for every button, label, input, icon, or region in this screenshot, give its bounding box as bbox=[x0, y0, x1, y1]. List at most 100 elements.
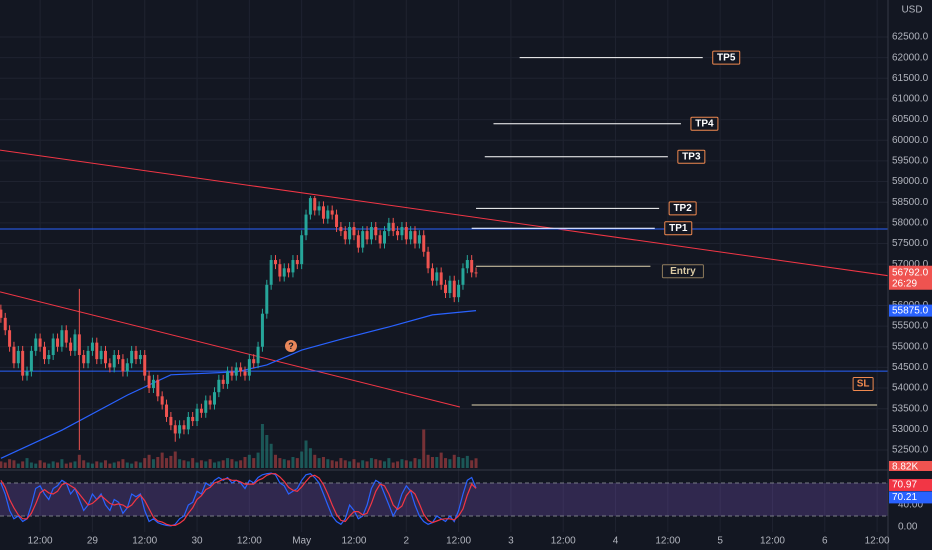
candle-body bbox=[34, 338, 38, 351]
volume-bar bbox=[95, 461, 99, 468]
volume-bar bbox=[103, 460, 107, 468]
volume-bar bbox=[138, 462, 142, 468]
candle-body bbox=[165, 404, 169, 417]
x-tick-label: 12:00 bbox=[237, 536, 262, 547]
volume-bar bbox=[73, 461, 77, 468]
level-label-box bbox=[852, 376, 874, 391]
candle-body bbox=[404, 226, 408, 240]
volume-bar bbox=[435, 457, 439, 468]
candle-body bbox=[308, 198, 312, 215]
currency: USD bbox=[901, 5, 922, 16]
volume-bar bbox=[226, 458, 230, 468]
volume-bar bbox=[25, 458, 29, 468]
candle-body bbox=[186, 416, 190, 430]
x-tick-label: 12:00 bbox=[551, 536, 576, 547]
volume-bar bbox=[361, 460, 365, 468]
volume-bar bbox=[191, 458, 195, 468]
candle-body bbox=[417, 235, 421, 244]
candle-body bbox=[239, 367, 243, 372]
candle-body bbox=[12, 346, 16, 364]
level-label-box bbox=[677, 149, 706, 164]
volume-bar bbox=[417, 459, 421, 468]
candle-body bbox=[208, 400, 212, 405]
volume-bar bbox=[82, 460, 86, 468]
volume-bar bbox=[160, 452, 164, 468]
candle-body bbox=[86, 350, 90, 364]
volume-bar bbox=[21, 461, 25, 468]
candle-body bbox=[295, 260, 299, 265]
candle-body bbox=[439, 272, 443, 285]
volume-bar bbox=[204, 461, 208, 468]
stoch-d-label-box bbox=[889, 491, 932, 504]
x-tick-label: May bbox=[292, 536, 311, 547]
x-tick-label: 12:00 bbox=[655, 536, 680, 547]
level-label-box bbox=[712, 50, 741, 65]
level-label: TP2 bbox=[673, 203, 692, 214]
x-tick-label: 12:00 bbox=[446, 536, 471, 547]
candle-body bbox=[217, 379, 221, 393]
y-tick-label: 61500.0 bbox=[892, 73, 929, 84]
candle-body bbox=[348, 226, 352, 240]
candle-body bbox=[64, 330, 68, 343]
volume-bar bbox=[165, 458, 169, 468]
volume-bar bbox=[444, 458, 448, 468]
volume-bar bbox=[69, 462, 73, 468]
candle-body bbox=[474, 272, 478, 274]
candle-body bbox=[435, 272, 439, 281]
x-tick-label: 29 bbox=[87, 536, 99, 547]
candle-body bbox=[90, 342, 94, 351]
candle-body bbox=[112, 355, 116, 368]
volume-bar bbox=[326, 459, 330, 468]
candle-body bbox=[125, 363, 129, 372]
level-label-box bbox=[661, 264, 704, 279]
volume-bar bbox=[287, 460, 291, 468]
volume-bar bbox=[247, 454, 251, 468]
candle-body bbox=[182, 425, 186, 430]
y-tick-label: 53000.0 bbox=[892, 424, 929, 435]
volume-bar bbox=[339, 458, 343, 468]
candle-body bbox=[195, 408, 199, 422]
candle-body bbox=[138, 355, 142, 360]
candle-body bbox=[69, 342, 73, 351]
volume-bar bbox=[134, 461, 138, 468]
volume-bar bbox=[465, 455, 469, 468]
candle-body bbox=[8, 330, 12, 347]
y-tick-label: 59000.0 bbox=[892, 176, 929, 187]
candle-body bbox=[134, 350, 138, 360]
level-label: Entry bbox=[670, 266, 696, 277]
volume-bar bbox=[60, 459, 64, 468]
volume-bar bbox=[234, 461, 238, 468]
candle-body bbox=[82, 355, 86, 364]
volume-bar bbox=[274, 454, 278, 468]
volume-bar bbox=[47, 463, 51, 468]
candle-body bbox=[247, 359, 251, 376]
volume-bar bbox=[317, 458, 321, 468]
volume-bar bbox=[151, 459, 155, 468]
candle-body bbox=[269, 260, 273, 285]
candle-body bbox=[29, 350, 33, 372]
candle-body bbox=[60, 330, 64, 347]
volume-bar bbox=[457, 457, 461, 468]
candle-body bbox=[160, 396, 164, 405]
candle-body bbox=[21, 350, 25, 376]
candle-body bbox=[99, 350, 103, 360]
y-tick-label: 62000.0 bbox=[892, 52, 929, 63]
volume-bar bbox=[413, 458, 417, 468]
x-tick-label: 12:00 bbox=[760, 536, 785, 547]
stoch-k-label: 70.97 bbox=[892, 480, 917, 491]
stoch-d-label: 70.21 bbox=[892, 492, 917, 503]
candle-body bbox=[73, 334, 77, 351]
volume-bar bbox=[208, 459, 212, 468]
candle-body bbox=[282, 268, 286, 277]
volume-bar bbox=[304, 440, 308, 468]
candle-body bbox=[465, 260, 469, 269]
candle-body bbox=[457, 284, 461, 298]
volume-bar bbox=[3, 462, 7, 468]
volume-bar bbox=[64, 463, 68, 468]
candle-body bbox=[374, 226, 378, 236]
candle-body bbox=[287, 268, 291, 273]
volume-bar bbox=[404, 460, 408, 468]
level-label-box bbox=[664, 221, 693, 236]
candle-body bbox=[199, 408, 203, 413]
